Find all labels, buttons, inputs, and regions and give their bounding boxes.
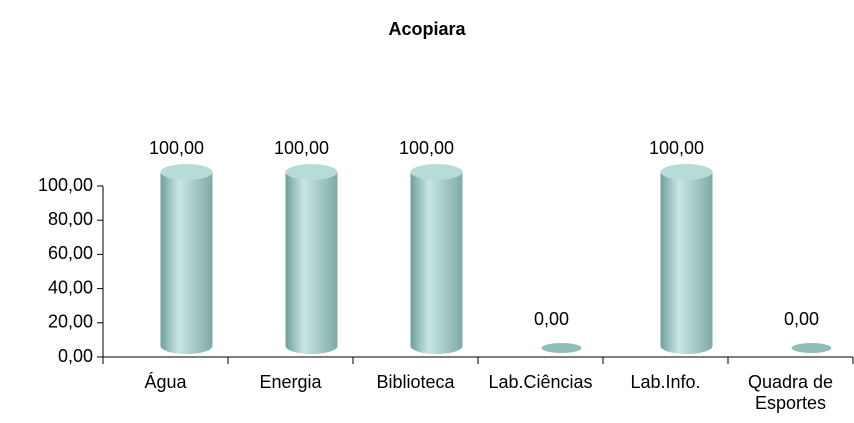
bar bbox=[791, 343, 832, 353]
bar bbox=[541, 343, 582, 353]
y-tick-label: 20,00 bbox=[48, 312, 93, 332]
x-tick-label: Energia bbox=[259, 372, 322, 392]
bar-part bbox=[160, 164, 213, 180]
y-tick-label: 80,00 bbox=[48, 209, 93, 229]
bar-part bbox=[160, 172, 213, 346]
bar-part bbox=[660, 172, 713, 346]
bar-part bbox=[541, 343, 582, 353]
bar-part bbox=[410, 164, 463, 180]
y-tick-label: 40,00 bbox=[48, 277, 93, 297]
bar bbox=[410, 164, 463, 354]
bar-part bbox=[160, 338, 213, 354]
value-label: 100,00 bbox=[274, 138, 329, 158]
x-tick-label: Lab.Info. bbox=[630, 372, 701, 392]
bar-part bbox=[285, 338, 338, 354]
y-tick-label: 100,00 bbox=[38, 175, 93, 195]
bar bbox=[285, 164, 338, 354]
x-tick-label: Água bbox=[144, 372, 187, 392]
bar-part bbox=[660, 164, 713, 180]
y-tick-label: 60,00 bbox=[48, 243, 93, 263]
bar-part bbox=[660, 338, 713, 354]
x-tick-label: Biblioteca bbox=[376, 372, 455, 392]
bar-part bbox=[410, 338, 463, 354]
bar-part bbox=[791, 343, 832, 353]
bar bbox=[160, 164, 213, 354]
value-label: 100,00 bbox=[399, 138, 454, 158]
bar bbox=[660, 164, 713, 354]
x-tick-label: Lab.Ciências bbox=[488, 372, 593, 392]
value-label: 100,00 bbox=[649, 138, 704, 158]
bar-part bbox=[410, 172, 463, 346]
value-label: 0,00 bbox=[534, 309, 569, 329]
value-label: 100,00 bbox=[149, 138, 204, 158]
x-tick-label: Quadra de Esportes bbox=[747, 372, 834, 413]
y-tick-label: 0,00 bbox=[58, 346, 93, 366]
bar-part bbox=[285, 172, 338, 346]
value-label: 0,00 bbox=[784, 309, 819, 329]
chart-title: Acopiara bbox=[388, 19, 466, 39]
bar-part bbox=[285, 164, 338, 180]
